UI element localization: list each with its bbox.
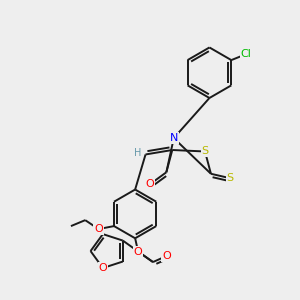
Text: S: S bbox=[227, 173, 234, 183]
Text: O: O bbox=[146, 179, 154, 189]
Text: O: O bbox=[94, 224, 103, 234]
Text: H: H bbox=[134, 148, 141, 158]
Text: O: O bbox=[134, 247, 142, 256]
Text: Cl: Cl bbox=[241, 49, 252, 59]
Text: N: N bbox=[169, 133, 178, 143]
Text: S: S bbox=[201, 146, 208, 157]
Text: O: O bbox=[98, 263, 107, 273]
Text: O: O bbox=[162, 251, 171, 261]
